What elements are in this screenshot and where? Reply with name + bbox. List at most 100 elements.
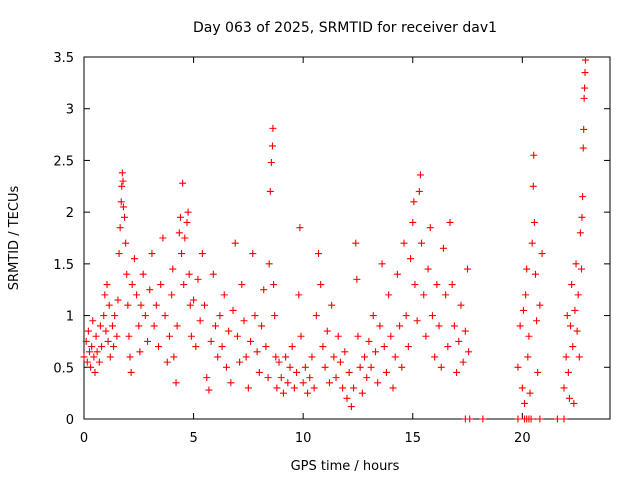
data-point xyxy=(529,182,537,190)
data-point xyxy=(459,358,467,366)
data-point xyxy=(92,332,100,340)
y-tick-label: 3 xyxy=(66,103,74,118)
data-point xyxy=(579,144,587,152)
data-point xyxy=(275,358,283,366)
data-point xyxy=(420,291,428,299)
data-point xyxy=(165,332,173,340)
data-point xyxy=(179,179,187,187)
data-point xyxy=(354,332,362,340)
data-point xyxy=(356,363,364,371)
data-point xyxy=(157,281,165,289)
data-point xyxy=(146,286,154,294)
data-point xyxy=(114,296,122,304)
data-point xyxy=(265,260,273,268)
data-point xyxy=(172,379,180,387)
data-point xyxy=(133,291,141,299)
y-axis: 0 0.5 1 1.5 2 2.5 3 3.5 xyxy=(53,51,610,428)
data-point xyxy=(553,415,561,423)
data-point xyxy=(139,270,147,278)
data-point xyxy=(258,322,266,330)
data-point xyxy=(255,368,263,376)
data-point xyxy=(253,348,261,356)
data-point xyxy=(227,379,235,387)
data-point xyxy=(393,270,401,278)
data-point xyxy=(103,281,111,289)
data-point xyxy=(581,69,589,77)
data-point xyxy=(304,389,312,397)
data-point xyxy=(563,312,571,320)
data-point xyxy=(358,389,366,397)
data-point xyxy=(527,415,535,423)
data-point xyxy=(455,337,463,345)
data-point xyxy=(116,224,124,232)
data-point xyxy=(516,322,524,330)
x-tick-label: 15 xyxy=(404,431,421,446)
data-point xyxy=(279,389,287,397)
data-point xyxy=(350,384,358,392)
data-point xyxy=(560,415,568,423)
data-point xyxy=(282,353,290,361)
data-point xyxy=(144,337,152,345)
data-point xyxy=(387,332,395,340)
data-point xyxy=(192,343,200,351)
data-point xyxy=(374,379,382,387)
data-point xyxy=(334,332,342,340)
data-point xyxy=(295,291,303,299)
data-point xyxy=(272,353,280,361)
data-point xyxy=(249,250,257,258)
data-point xyxy=(336,358,344,366)
x-tick-label: 20 xyxy=(514,431,531,446)
data-point xyxy=(170,353,178,361)
data-point xyxy=(267,158,275,166)
data-point xyxy=(578,265,586,273)
data-point xyxy=(385,291,393,299)
data-point xyxy=(104,337,112,345)
data-point xyxy=(124,301,132,309)
y-axis-label: SRMTID / TECUs xyxy=(7,186,22,291)
data-point xyxy=(464,265,472,273)
data-point xyxy=(580,125,588,133)
data-point xyxy=(229,306,237,314)
data-point xyxy=(271,312,279,320)
data-point xyxy=(580,94,588,102)
data-point xyxy=(521,399,529,407)
data-point xyxy=(371,348,379,356)
data-point xyxy=(315,250,323,258)
data-point xyxy=(119,203,127,211)
data-point xyxy=(123,270,131,278)
data-point xyxy=(578,213,586,221)
data-point xyxy=(108,322,116,330)
x-axis: 0 5 10 15 20 xyxy=(80,57,531,446)
data-point xyxy=(126,353,134,361)
data-point xyxy=(180,281,188,289)
data-point xyxy=(526,389,534,397)
data-point xyxy=(222,363,230,371)
data-point xyxy=(169,265,177,273)
data-point xyxy=(299,379,307,387)
data-point xyxy=(531,270,539,278)
x-tick-label: 0 xyxy=(80,431,88,446)
data-point xyxy=(96,322,104,330)
data-point xyxy=(514,415,522,423)
data-point xyxy=(290,384,298,392)
data-point xyxy=(352,239,360,247)
data-point xyxy=(141,312,149,320)
data-point xyxy=(122,239,130,247)
data-point xyxy=(536,415,544,423)
data-point xyxy=(175,229,183,237)
data-point xyxy=(353,275,361,283)
data-point xyxy=(262,343,270,351)
y-tick-label: 1.5 xyxy=(53,258,74,273)
data-point xyxy=(102,327,110,335)
data-point xyxy=(310,384,318,392)
data-point xyxy=(111,312,119,320)
data-point xyxy=(220,291,228,299)
x-axis-label: GPS time / hours xyxy=(291,459,400,474)
data-point xyxy=(568,281,576,289)
data-point xyxy=(181,234,189,242)
data-point xyxy=(448,281,456,289)
data-point xyxy=(163,358,171,366)
data-point xyxy=(574,291,582,299)
data-point xyxy=(437,363,445,371)
